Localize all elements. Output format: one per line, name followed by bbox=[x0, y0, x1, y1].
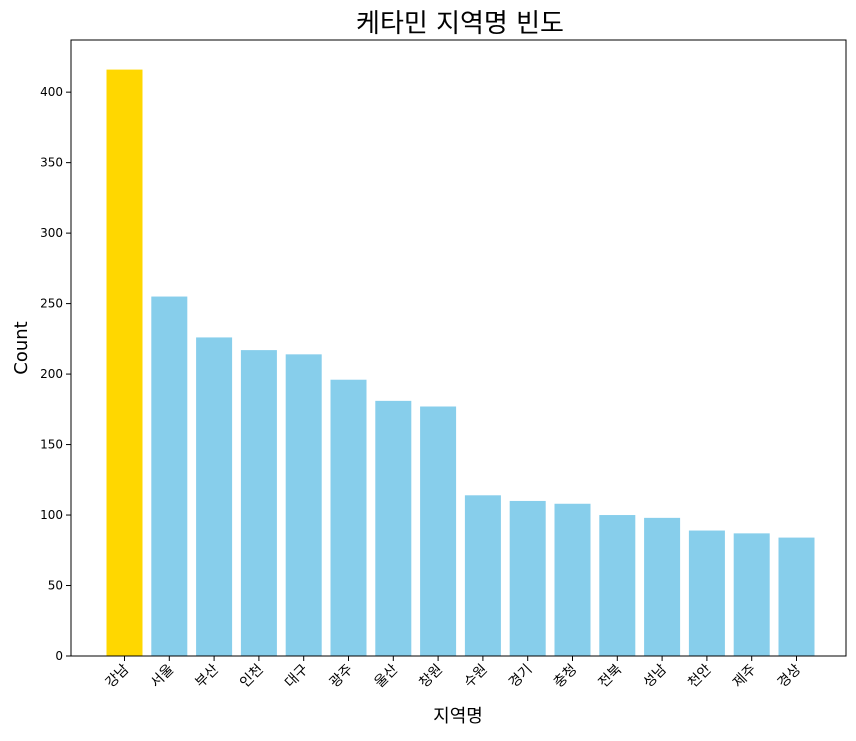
x-tick-label: 강남 bbox=[103, 661, 133, 691]
x-tick-label: 인천 bbox=[237, 662, 267, 692]
bars-layer bbox=[106, 69, 815, 657]
bar-창원 bbox=[420, 406, 457, 656]
x-tick-label: 전북 bbox=[596, 661, 626, 691]
y-axis-title: Count bbox=[11, 321, 32, 374]
x-tick-label: 대구 bbox=[282, 661, 312, 691]
x-axis-title: 지역명 bbox=[433, 706, 483, 727]
x-tick-label: 성남 bbox=[640, 661, 670, 691]
y-tick-label: 250 bbox=[40, 297, 63, 311]
chart-title: 케타민 지역명 빈도 bbox=[356, 9, 564, 39]
y-tick-label: 50 bbox=[48, 579, 63, 593]
x-tick-label: 수원 bbox=[461, 662, 491, 692]
x-tick-label: 부산 bbox=[192, 661, 222, 691]
bar-전북 bbox=[599, 515, 636, 656]
bar-서울 bbox=[151, 296, 188, 656]
bar-제주 bbox=[733, 533, 770, 656]
x-tick-label: 제주 bbox=[730, 661, 760, 691]
y-axis: 0 50 100 150 200 250 300 350 400 bbox=[40, 85, 71, 663]
y-tick-label: 100 bbox=[40, 508, 63, 522]
bar-울산 bbox=[375, 400, 412, 656]
plot-frame bbox=[70, 39, 847, 657]
bar-수원 bbox=[464, 495, 501, 656]
bar-부산 bbox=[196, 337, 233, 656]
y-tick-label: 0 bbox=[55, 649, 63, 663]
x-tick-label: 서울 bbox=[148, 661, 178, 691]
y-tick-label: 400 bbox=[40, 85, 63, 99]
bar-대구 bbox=[285, 354, 322, 656]
y-tick-label: 350 bbox=[40, 156, 63, 170]
x-axis: 강남 서울 부산 인천 대구 광주 울산 창원 수원 경기 충청 전북 성남 천안 제주 경상 bbox=[103, 656, 805, 692]
bar-충청 bbox=[554, 503, 591, 656]
y-tick-label: 150 bbox=[40, 438, 63, 452]
x-tick-label: 울산 bbox=[372, 661, 402, 691]
bar-성남 bbox=[644, 517, 681, 656]
bar-강남 bbox=[106, 69, 143, 657]
x-tick-label: 경상 bbox=[775, 661, 805, 691]
x-tick-label: 광주 bbox=[327, 661, 357, 691]
y-tick-label: 300 bbox=[40, 226, 63, 240]
x-tick-label: 충청 bbox=[551, 662, 581, 692]
bar-광주 bbox=[330, 379, 367, 656]
x-tick-label: 천안 bbox=[685, 661, 715, 691]
bar-경상 bbox=[778, 537, 815, 656]
y-tick-label: 200 bbox=[40, 367, 63, 381]
bar-천안 bbox=[688, 530, 725, 656]
bar-인천 bbox=[240, 350, 277, 656]
x-tick-label: 창원 bbox=[416, 662, 446, 692]
x-tick-label: 경기 bbox=[506, 662, 536, 692]
bar-경기 bbox=[509, 500, 546, 656]
